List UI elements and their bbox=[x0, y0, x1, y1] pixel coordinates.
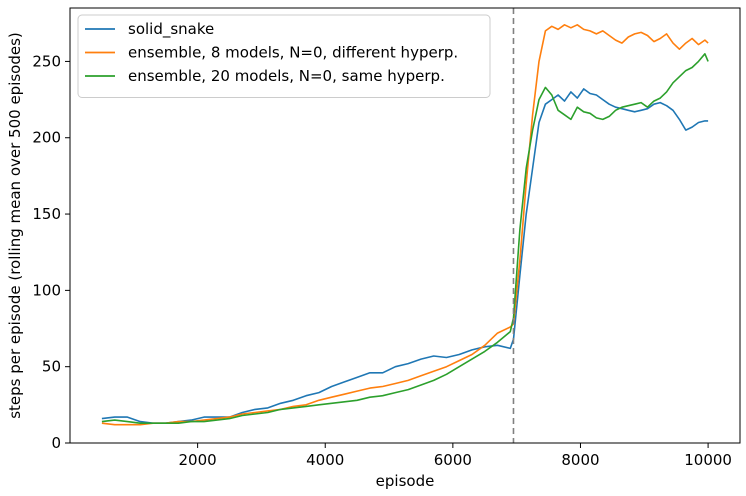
series-line-1 bbox=[101, 88, 709, 425]
y-tick-label: 150 bbox=[32, 205, 61, 223]
x-tick-label: 8000 bbox=[561, 451, 599, 469]
x-axis: 2000 4000 6000 8000 10000 bbox=[179, 443, 732, 469]
y-axis-label: steps per episode (rolling mean over 500… bbox=[6, 32, 24, 419]
y-tick-label: 50 bbox=[42, 358, 61, 376]
y-tick-label: 200 bbox=[32, 129, 61, 147]
plot-frame bbox=[69, 7, 741, 444]
legend: solid_snake ensemble, 8 models, N=0, diff… bbox=[77, 14, 491, 98]
x-tick-label: 10000 bbox=[684, 451, 732, 469]
legend-entry-1: solid_snake bbox=[128, 20, 214, 39]
y-tick-label: 0 bbox=[51, 434, 61, 452]
legend-entry-2: ensemble, 8 models, N=0, different hyper… bbox=[128, 44, 458, 62]
plot-area bbox=[101, 8, 709, 443]
x-axis-label: episode bbox=[376, 472, 435, 490]
series-line-2 bbox=[101, 23, 709, 426]
x-tick-label: 2000 bbox=[179, 451, 217, 469]
legend-box bbox=[77, 14, 491, 98]
x-tick-label: 4000 bbox=[306, 451, 344, 469]
y-axis: 0 50 100 150 200 250 bbox=[32, 52, 70, 452]
x-tick-label: 6000 bbox=[434, 451, 472, 469]
y-tick-label: 100 bbox=[32, 281, 61, 299]
legend-entry-3: ensemble, 20 models, N=0, same hyperp. bbox=[128, 67, 445, 85]
y-tick-label: 250 bbox=[32, 52, 61, 70]
series-line-3 bbox=[101, 52, 709, 425]
